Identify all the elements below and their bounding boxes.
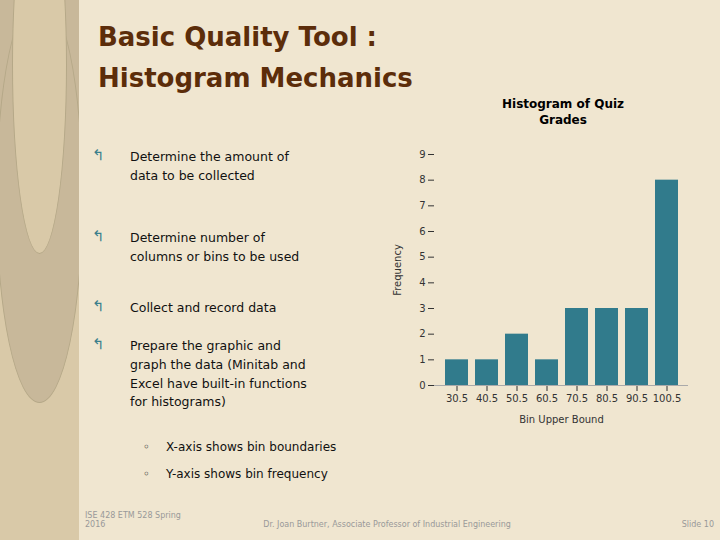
svg-text:3: 3: [419, 303, 425, 314]
svg-text:1: 1: [419, 354, 425, 365]
svg-text:7: 7: [419, 200, 425, 211]
html-text:Y-axis shows bin frequency: Y-axis shows bin frequency: [166, 467, 328, 481]
svg-text:50.5: 50.5: [506, 393, 528, 404]
svg-text:6: 6: [419, 226, 425, 237]
svg-text:70.5: 70.5: [566, 393, 588, 404]
svg-text:8: 8: [419, 174, 425, 185]
html-text:X-axis shows bin boundaries: X-axis shows bin boundaries: [166, 440, 337, 454]
svg-text:Bin Upper Bound: Bin Upper Bound: [519, 414, 604, 425]
html-text:Determine the amount of data t: Determine the amount of data to be colle…: [130, 149, 289, 183]
svg-text:Frequency: Frequency: [392, 244, 403, 296]
html-text:Collect and record data: Collect and record data: [130, 300, 277, 315]
svg-text:2: 2: [419, 328, 425, 339]
svg-text:4: 4: [419, 277, 425, 288]
html-text:Slide 10: Slide 10: [681, 520, 714, 530]
svg-text:0: 0: [419, 380, 425, 391]
svg-text:40.5: 40.5: [476, 393, 498, 404]
html-text:Histogram of Quiz Grades: Histogram of Quiz Grades: [502, 97, 624, 127]
svg-text:9: 9: [419, 149, 425, 160]
svg-text:5: 5: [419, 251, 425, 262]
svg-text:60.5: 60.5: [536, 393, 558, 404]
svg-text:30.5: 30.5: [446, 393, 468, 404]
svg-text:100.5: 100.5: [653, 393, 682, 404]
html-text:Basic Quality Tool :: Basic Quality Tool :: [98, 22, 377, 52]
svg-text:90.5: 90.5: [626, 393, 648, 404]
html-text:ISE 428 ETM 528 Spring 2016: ISE 428 ETM 528 Spring 2016: [85, 510, 181, 530]
html-text:Histogram Mechanics: Histogram Mechanics: [98, 63, 413, 93]
svg-text:80.5: 80.5: [596, 393, 618, 404]
html-text:Dr. Joan Burtner, Associate Pr: Dr. Joan Burtner, Associate Professor of…: [263, 520, 511, 530]
html-text:Prepare the graphic and graph: Prepare the graphic and graph the data (…: [130, 338, 307, 410]
html-text:Determine number of columns or: Determine number of columns or bins to b…: [130, 230, 300, 264]
